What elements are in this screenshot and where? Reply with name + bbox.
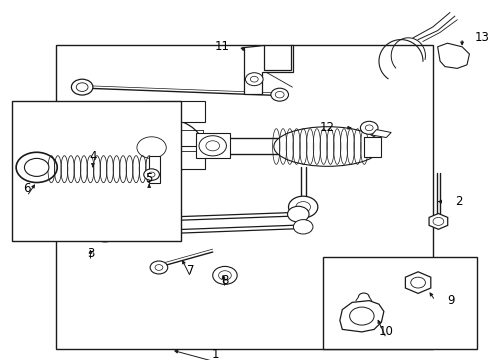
Text: 3: 3: [86, 247, 94, 260]
Circle shape: [270, 88, 288, 101]
Circle shape: [365, 125, 372, 131]
Text: 5: 5: [145, 172, 153, 185]
Circle shape: [143, 169, 159, 180]
Circle shape: [250, 76, 258, 82]
Text: 8: 8: [221, 274, 228, 287]
Circle shape: [349, 307, 373, 325]
Polygon shape: [437, 43, 468, 68]
Ellipse shape: [273, 127, 381, 166]
Circle shape: [155, 265, 163, 270]
Circle shape: [218, 271, 231, 280]
Polygon shape: [195, 133, 229, 158]
Text: 9: 9: [447, 294, 454, 307]
Polygon shape: [244, 45, 293, 94]
Polygon shape: [405, 272, 430, 293]
Polygon shape: [428, 213, 447, 229]
Bar: [132, 146, 205, 169]
Text: 11: 11: [214, 40, 229, 53]
Circle shape: [295, 202, 310, 212]
Text: 13: 13: [473, 31, 488, 44]
Polygon shape: [100, 115, 137, 135]
Circle shape: [71, 79, 93, 95]
Polygon shape: [371, 130, 390, 138]
Bar: [364, 137, 381, 157]
Circle shape: [432, 217, 443, 225]
Circle shape: [245, 73, 263, 86]
Bar: [56, 45, 432, 349]
Text: 2: 2: [454, 195, 461, 208]
Circle shape: [94, 226, 116, 242]
Ellipse shape: [110, 117, 203, 175]
Circle shape: [205, 141, 219, 151]
Circle shape: [150, 261, 167, 274]
Circle shape: [212, 266, 237, 284]
Circle shape: [148, 172, 155, 177]
Bar: [12, 101, 181, 241]
Circle shape: [16, 152, 57, 183]
Bar: [149, 156, 160, 183]
Circle shape: [199, 136, 226, 156]
Circle shape: [293, 220, 312, 234]
Text: 7: 7: [186, 264, 194, 276]
Ellipse shape: [137, 137, 166, 158]
Text: 4: 4: [89, 150, 97, 163]
Circle shape: [410, 277, 425, 288]
Circle shape: [287, 206, 308, 222]
Circle shape: [288, 196, 317, 218]
Ellipse shape: [127, 130, 176, 166]
Bar: [146, 101, 205, 122]
Circle shape: [360, 121, 377, 134]
Text: 6: 6: [23, 183, 31, 195]
Bar: [322, 257, 476, 349]
Circle shape: [275, 91, 284, 98]
Text: 10: 10: [378, 325, 393, 338]
Circle shape: [76, 83, 88, 91]
Polygon shape: [339, 301, 383, 332]
Circle shape: [83, 212, 107, 230]
Circle shape: [24, 158, 49, 176]
Text: 1: 1: [211, 348, 219, 360]
Text: 12: 12: [319, 121, 334, 134]
Circle shape: [89, 217, 101, 226]
